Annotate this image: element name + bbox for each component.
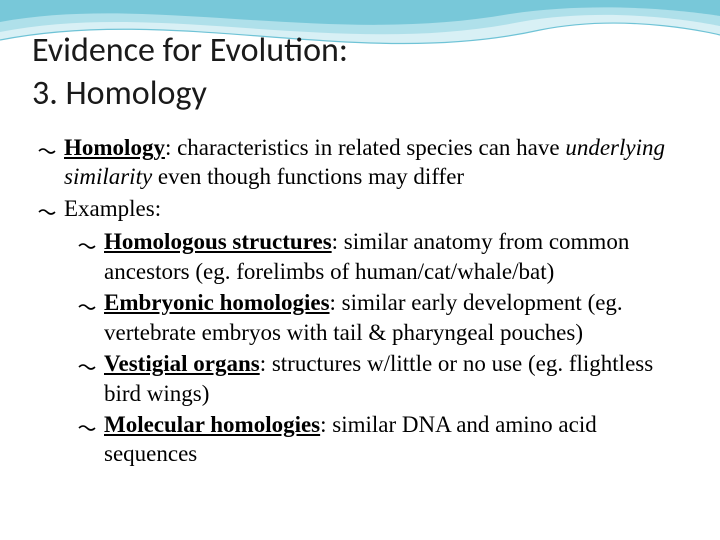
sub-bullet-item: Molecular homologies: similar DNA and am… (78, 410, 688, 469)
bullet-item: Homology: characteristics in related spe… (38, 133, 688, 192)
bullet-term: Homology (64, 135, 165, 160)
slide-title: Evidence for Evolution: 3. Homology (32, 30, 688, 115)
sub-bullet-item: Embryonic homologies: similar early deve… (78, 288, 688, 347)
sub-bullet-term: Molecular homologies (104, 412, 320, 437)
bullet-list: Homology: characteristics in related spe… (32, 133, 688, 469)
bullet-text: even though functions may differ (152, 164, 464, 189)
slide-body: Homology: characteristics in related spe… (32, 133, 688, 469)
bullet-item: Examples: Homologous structures: similar… (38, 194, 688, 469)
sub-bullet-list: Homologous structures: similar anatomy f… (64, 227, 688, 469)
sub-bullet-item: Homologous structures: similar anatomy f… (78, 227, 688, 286)
title-line-1: Evidence for Evolution: (32, 30, 348, 71)
sub-bullet-item: Vestigial organs: structures w/little or… (78, 349, 688, 408)
sub-bullet-term: Vestigial organs (104, 351, 260, 376)
bullet-text: Examples: (64, 196, 161, 221)
slide-container: Evidence for Evolution: 3. Homology Homo… (0, 0, 720, 540)
bullet-text: : characteristics in related species can… (165, 135, 565, 160)
title-line-2: 3. Homology (32, 73, 207, 114)
sub-bullet-term: Embryonic homologies (104, 290, 330, 315)
sub-bullet-term: Homologous structures (104, 229, 332, 254)
